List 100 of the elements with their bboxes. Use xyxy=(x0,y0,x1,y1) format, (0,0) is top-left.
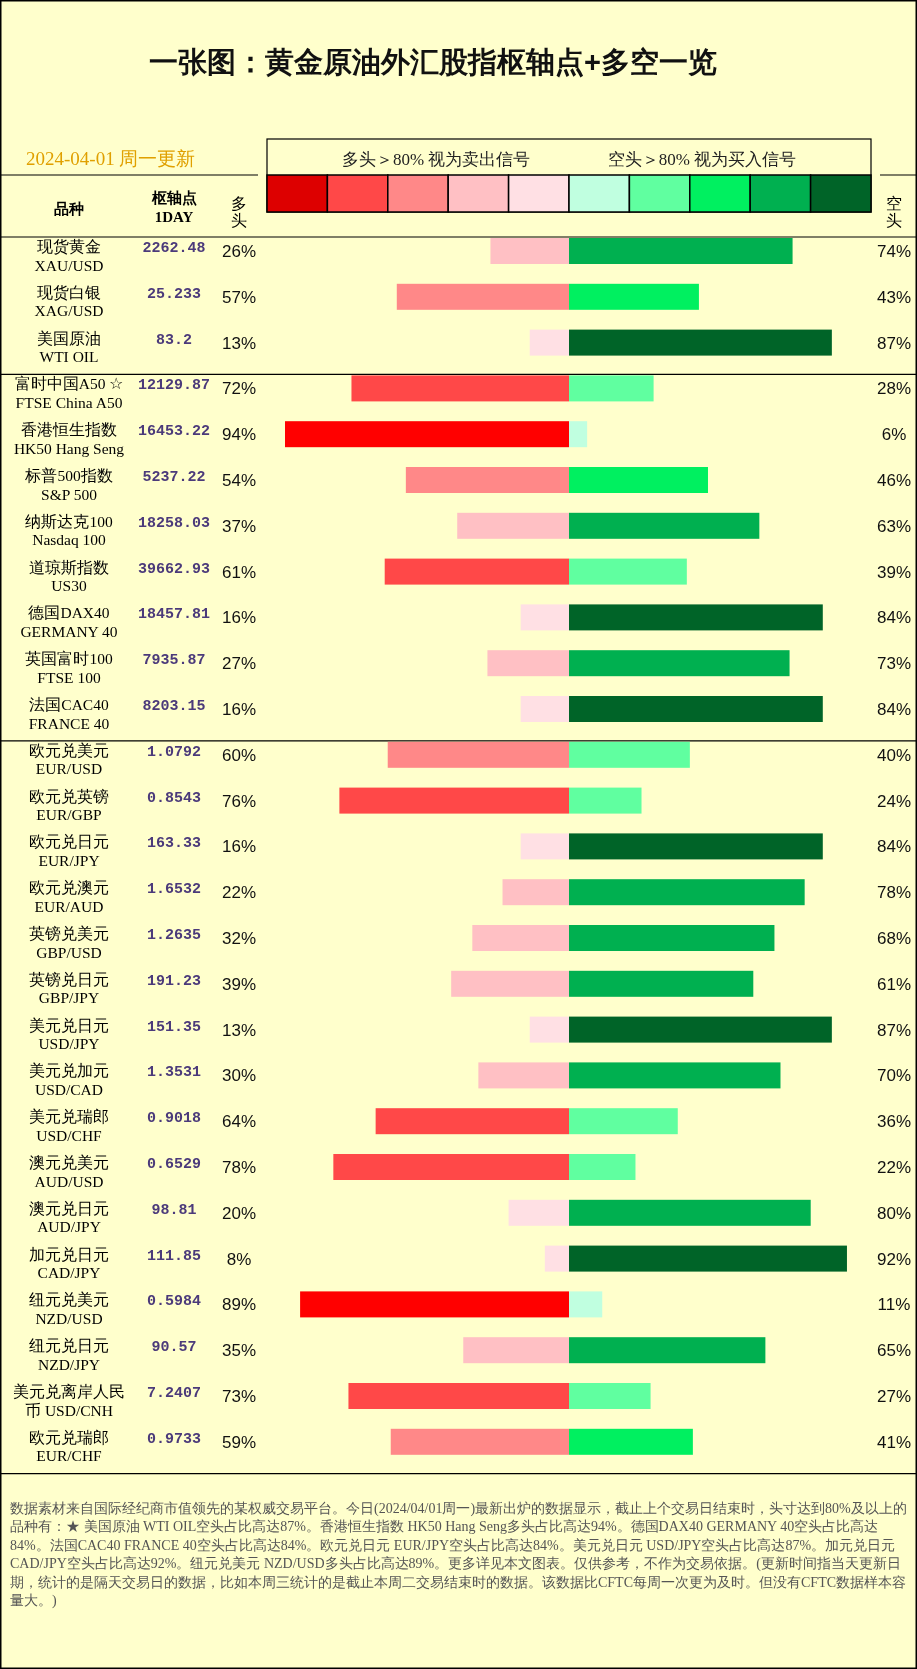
bar xyxy=(502,879,569,906)
data-label: 92% xyxy=(876,1249,912,1269)
y2-tick-label: 25.233 xyxy=(146,285,202,303)
y-tick-label: 德国DAX40 GERMANY 40 xyxy=(20,604,118,640)
data-label: 60% xyxy=(221,745,257,765)
data-label: 35% xyxy=(221,1341,257,1361)
bar xyxy=(544,1245,569,1272)
y-tick-label: 富时中国A50 ☆ FTSE China A50 xyxy=(14,375,124,411)
y-tick-label: 澳元兑日元 AUD/JPY xyxy=(29,1199,109,1236)
y-tick-label: 美元兑瑞郎 USD/CHF xyxy=(29,1108,109,1144)
text: 2024-04-01 周一更新 xyxy=(26,148,196,169)
y2-tick-label: 98.81 xyxy=(151,1201,197,1219)
data-label: 73% xyxy=(876,654,912,674)
y2-tick-label: 191.23 xyxy=(146,972,202,990)
y-tick-label: 纽元兑日元 NZD/JPY xyxy=(29,1337,109,1373)
data-label: 65% xyxy=(876,1341,912,1361)
y2-tick-label: 16453.22 xyxy=(137,423,211,441)
data-label: 59% xyxy=(221,1432,257,1452)
y-tick-label: 欧元兑瑞郎 EUR/CHF xyxy=(29,1428,109,1465)
data-label: 22% xyxy=(221,883,257,903)
data-label: 16% xyxy=(221,700,257,719)
data-label: 41% xyxy=(876,1432,912,1452)
data-label: 84% xyxy=(876,700,912,719)
y2-tick-label: 0.6529 xyxy=(146,1156,202,1173)
data-label: 16% xyxy=(221,837,257,857)
y2-tick-label: 1.0792 xyxy=(146,743,202,761)
data-label: 20% xyxy=(221,1203,257,1223)
data-label: 87% xyxy=(876,333,912,353)
data-label: 40% xyxy=(876,745,912,765)
bar xyxy=(508,1199,569,1226)
y-tick-label: 纽元兑美元 NZD/USD xyxy=(29,1291,109,1327)
data-label: 24% xyxy=(876,791,912,811)
y-tick-label: 澳元兑美元 AUD/USD xyxy=(29,1154,109,1190)
data-label: 54% xyxy=(221,471,257,490)
y-tick-label: 纳斯达克100 Nasdaq 100 xyxy=(25,512,113,549)
data-label: 8% xyxy=(226,1249,252,1269)
data-label: 27% xyxy=(876,1387,912,1406)
y-tick-label: 英镑兑日元 GBP/JPY xyxy=(29,970,109,1007)
y-tick-label: 道琼斯指数 US30 xyxy=(29,558,109,595)
y2-tick-label: 18258.03 xyxy=(137,514,211,532)
data-label: 43% xyxy=(876,287,912,307)
data-label: 84% xyxy=(876,608,912,628)
y-tick-label: 美元兑加元 USD/CAD xyxy=(29,1062,109,1098)
y2-axis-title: 枢轴点 1DAY xyxy=(150,190,197,225)
data-label: 87% xyxy=(876,1020,912,1040)
y-tick-label: 英国富时100 FTSE 100 xyxy=(25,650,113,686)
y2-tick-label: 18457.81 xyxy=(137,606,211,624)
data-label: 84% xyxy=(876,837,912,857)
data-label: 94% xyxy=(221,425,257,445)
y2-tick-label: 83.2 xyxy=(155,331,193,349)
y2-tick-label: 163.33 xyxy=(146,835,202,853)
text: 多头 xyxy=(231,195,247,229)
data-label: 13% xyxy=(221,1020,257,1040)
y2-tick-label: 1.2635 xyxy=(146,927,202,944)
y-tick-label: 美国原油 WTI OIL xyxy=(37,329,101,366)
data-label: 78% xyxy=(876,883,912,903)
y-tick-label: 美元兑日元 USD/JPY xyxy=(29,1016,109,1053)
y-tick-label: 现货白银 XAG/USD xyxy=(34,283,104,320)
bar xyxy=(520,604,569,631)
data-label: 22% xyxy=(876,1158,912,1177)
y-tick-label: 欧元兑英镑 EUR/GBP xyxy=(29,787,109,824)
bar xyxy=(569,787,642,814)
y-tick-label: 欧元兑澳元 EUR/AUD xyxy=(29,879,109,915)
bar xyxy=(520,696,569,722)
y2-tick-label: 39662.93 xyxy=(137,560,211,578)
y2-tick-label: 8203.15 xyxy=(142,698,206,715)
y2-tick-label: 111.85 xyxy=(146,1247,202,1265)
y2-tick-label: 0.5984 xyxy=(146,1293,202,1311)
data-label: 70% xyxy=(876,1066,912,1086)
data-label: 28% xyxy=(876,379,912,399)
data-label: 13% xyxy=(221,333,257,353)
data-label: 27% xyxy=(221,654,257,674)
data-label: 16% xyxy=(221,608,257,628)
text: 空头 xyxy=(886,195,902,229)
data-label: 73% xyxy=(221,1387,257,1406)
data-label: 26% xyxy=(221,242,257,261)
y2-tick-label: 151.35 xyxy=(146,1018,202,1036)
y-tick-label: 法国CAC40 FRANCE 40 xyxy=(28,696,110,732)
data-label: 37% xyxy=(221,516,257,536)
data-label: 39% xyxy=(221,974,257,994)
data-label: 78% xyxy=(221,1158,257,1177)
y2-tick-label: 90.57 xyxy=(151,1339,197,1357)
bar xyxy=(529,1016,569,1043)
y-tick-label: 标普500指数 S&P 500 xyxy=(24,467,113,503)
text: 多头＞80% 视为卖出信号 xyxy=(341,150,531,169)
y2-tick-label: 12129.87 xyxy=(137,377,211,395)
bar xyxy=(569,421,588,448)
text: 空头＞80% 视为买入信号 xyxy=(607,150,797,169)
y-tick-label: 现货黄金 XAU/USD xyxy=(34,238,104,274)
y2-tick-label: 0.9733 xyxy=(146,1430,202,1448)
y2-tick-label: 0.9018 xyxy=(146,1110,202,1128)
data-label: 61% xyxy=(876,974,912,994)
data-label: 36% xyxy=(876,1112,912,1132)
data-label: 80% xyxy=(876,1203,912,1223)
y-tick-label: 英镑兑美元 GBP/USD xyxy=(29,925,109,961)
data-label: 6% xyxy=(881,425,907,445)
data-label: 76% xyxy=(221,791,257,811)
data-label: 39% xyxy=(876,562,912,582)
y-tick-label: 香港恒生指数 HK50 Hang Seng xyxy=(13,421,125,457)
data-label: 64% xyxy=(221,1112,257,1132)
